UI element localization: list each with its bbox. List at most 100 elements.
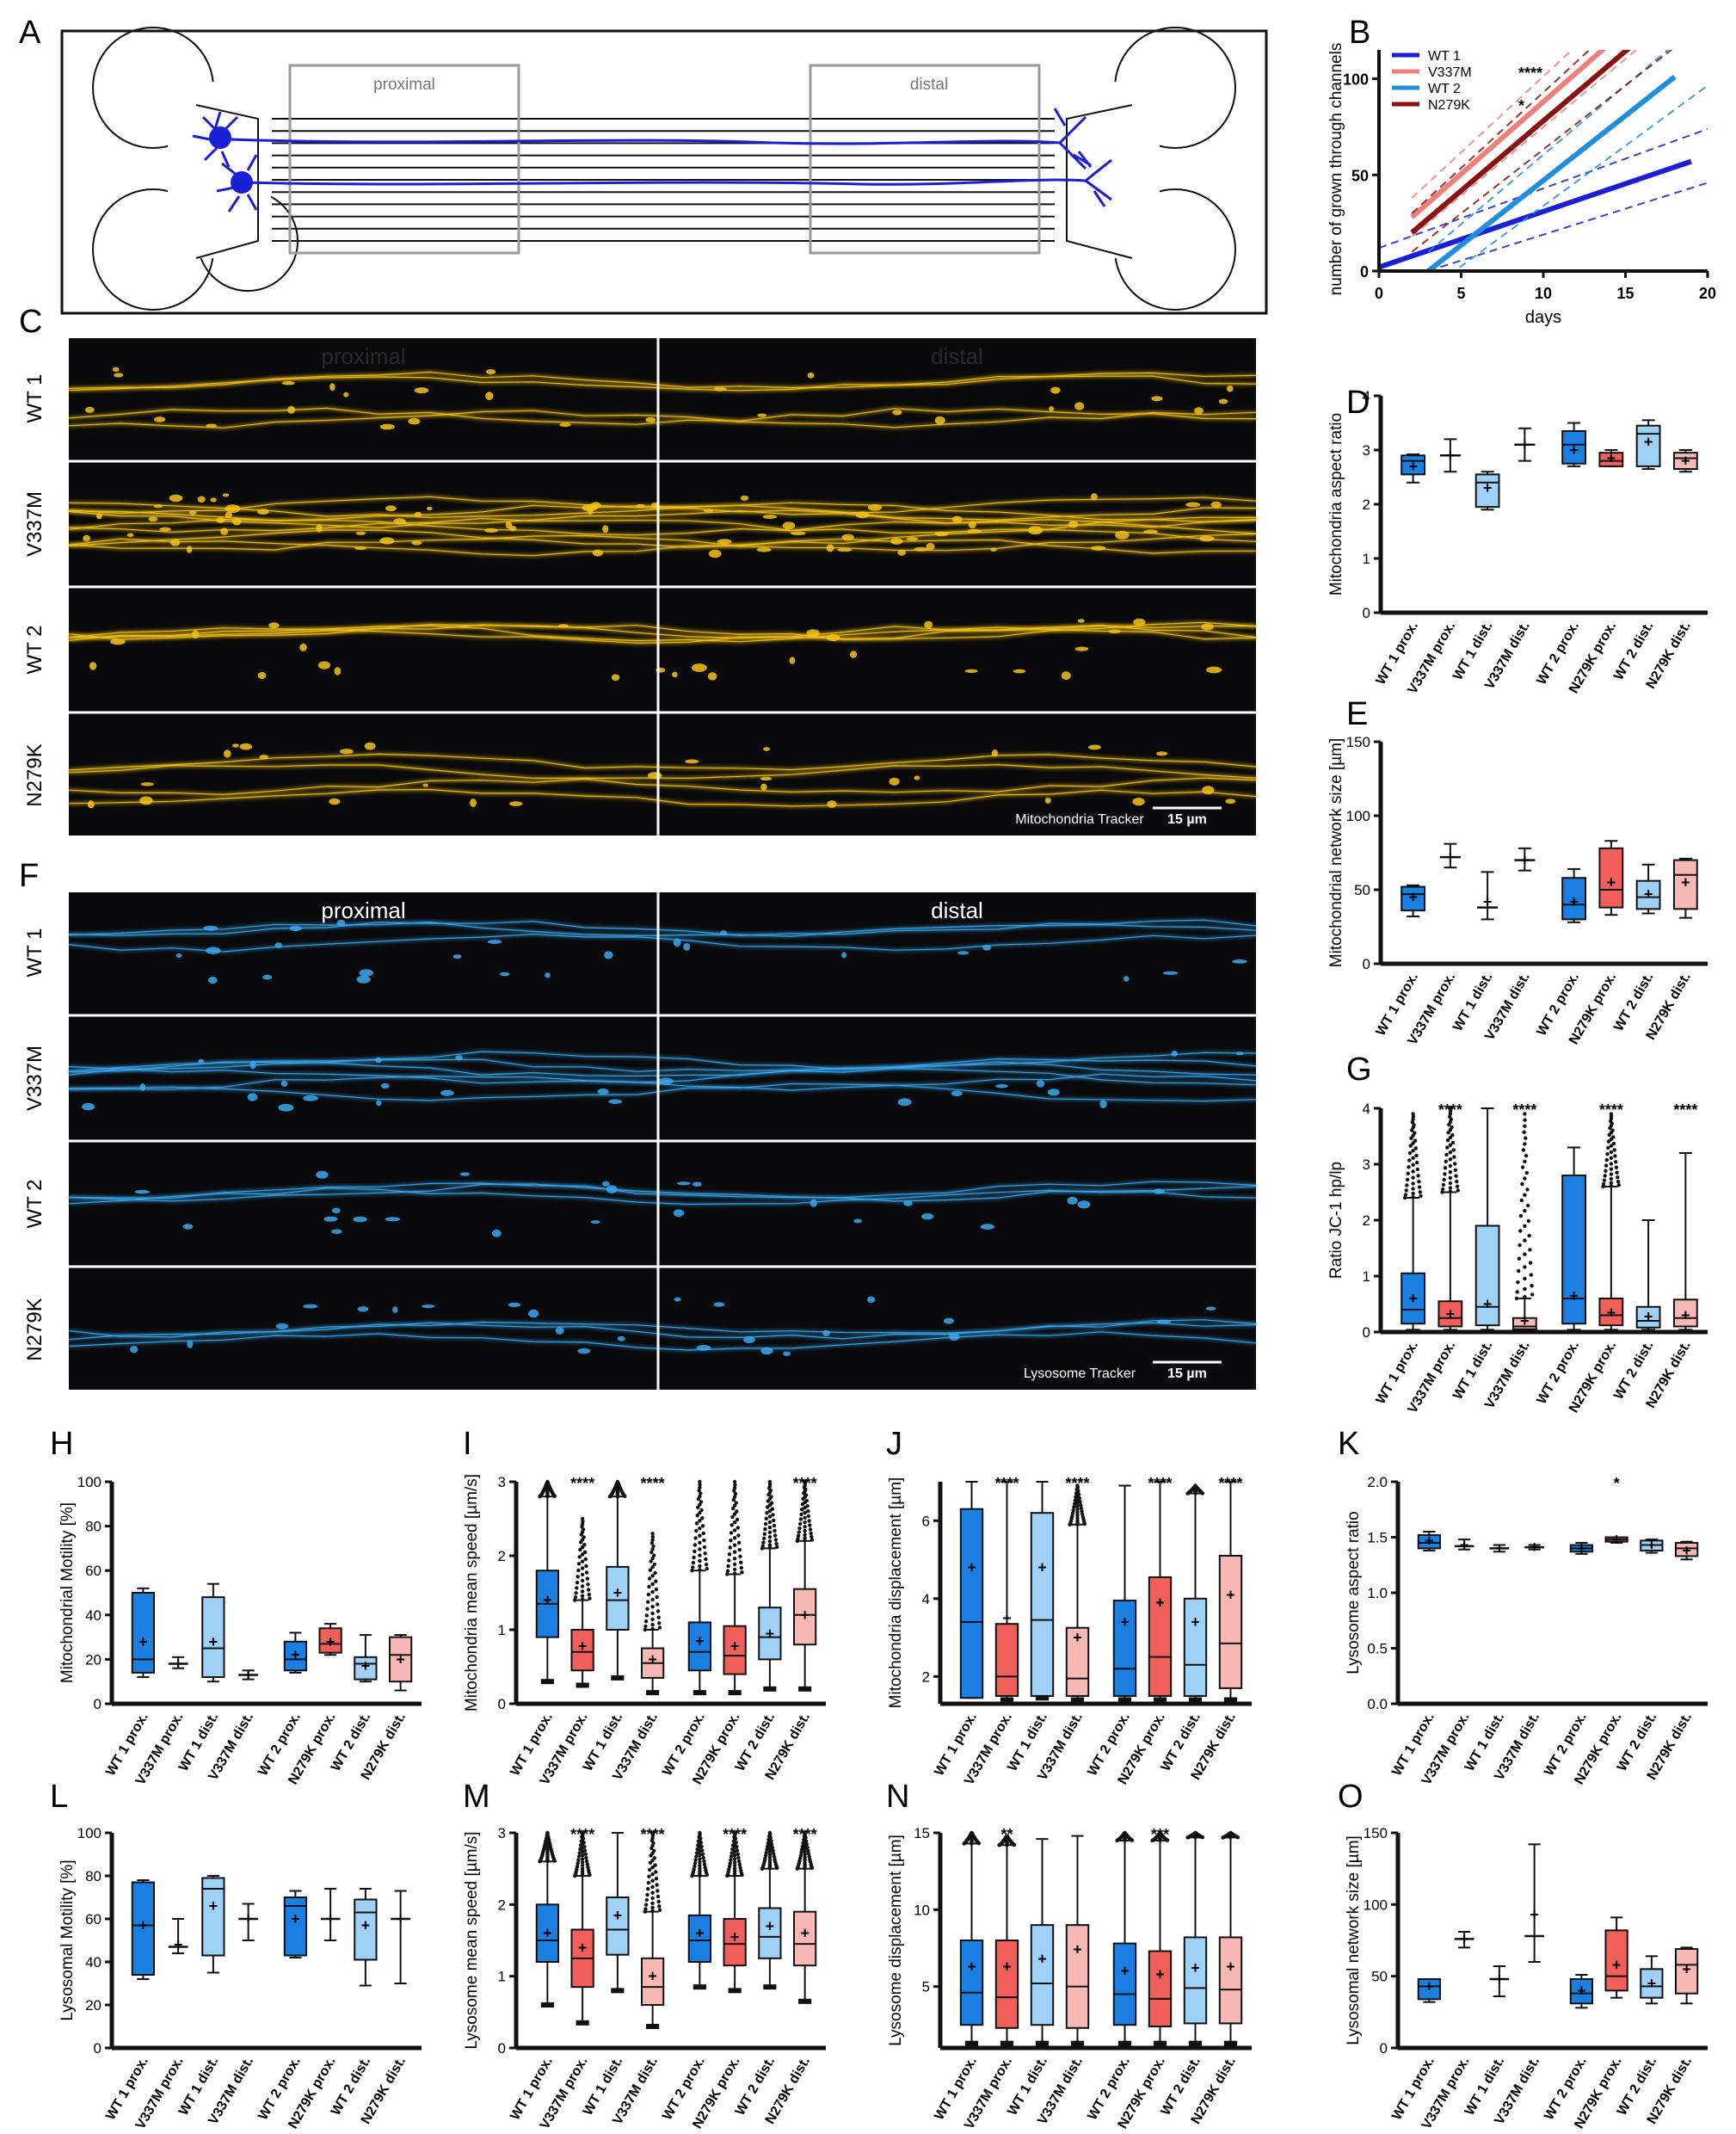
y-tick-label: 60 (85, 1911, 102, 1927)
outlier-point (1450, 1133, 1455, 1138)
outlier-point (691, 1565, 695, 1570)
mean-marker: + (326, 1633, 336, 1650)
organelle-punctum (329, 798, 341, 805)
organelle-punctum (810, 1199, 817, 1207)
organelle-punctum (1067, 1196, 1078, 1206)
y-tick-label: 3 (1363, 1156, 1370, 1173)
organelle-punctum (1077, 1200, 1091, 1209)
significance-label: **** (793, 1826, 817, 1843)
outlier-point (729, 1854, 734, 1859)
outlier-point (1523, 1224, 1527, 1229)
outlier-point (726, 1563, 730, 1569)
box-body (758, 1907, 782, 1959)
organelle-punctum (486, 369, 496, 375)
outlier-point (772, 1518, 776, 1523)
organelle-punctum (696, 1345, 711, 1351)
box-body (1474, 473, 1500, 509)
outlier-point (1405, 1177, 1410, 1182)
outlier-point (699, 1500, 704, 1504)
organelle-punctum (1091, 546, 1106, 551)
outlier-point (1408, 1144, 1413, 1148)
organelle-punctum (545, 972, 551, 978)
y-tick-label: 100 (1364, 1897, 1388, 1913)
box-body (1218, 1936, 1243, 2025)
scale-bar-label: 15 µm (1167, 1366, 1207, 1381)
mean-marker: + (1425, 1532, 1434, 1549)
organelle-punctum (1090, 493, 1098, 501)
outlier-point (763, 1526, 767, 1532)
outlier-point (764, 1516, 768, 1521)
mean-marker: + (1612, 1531, 1622, 1548)
box-body (1148, 1950, 1173, 2027)
y-tick-label: 20 (85, 1651, 102, 1668)
organelle-punctum (611, 674, 620, 682)
outlier-point (699, 1491, 703, 1496)
box-body (758, 1607, 782, 1661)
mean-marker: + (613, 1907, 623, 1924)
mean-marker: + (1446, 447, 1456, 464)
mean-marker: + (1647, 1537, 1657, 1554)
mean-marker: + (1520, 852, 1530, 869)
outlier-point (1524, 1153, 1529, 1158)
mean-marker: + (730, 1928, 740, 1946)
mean-marker: + (174, 1656, 183, 1673)
organelle-punctum (223, 749, 231, 758)
outlier-point (690, 1569, 694, 1573)
organelle-punctum (470, 799, 477, 807)
organelle-punctum (208, 977, 218, 984)
y-tick-label: 150 (1346, 734, 1370, 750)
outlier-point (656, 1602, 660, 1607)
outlier-point (652, 1562, 657, 1567)
organelle-punctum (262, 974, 273, 980)
box-body (283, 1897, 308, 1957)
panel-label-e: E (1346, 696, 1368, 732)
outlier-point (797, 1526, 802, 1531)
organelle-punctum (757, 413, 767, 417)
outlier-point (1075, 1515, 1080, 1520)
outlier-point (807, 1519, 811, 1523)
y-tick-label: 0 (1363, 605, 1370, 621)
outlier-point (1515, 1290, 1519, 1294)
organelle-punctum (826, 544, 834, 552)
outlier-point (740, 1570, 744, 1575)
outlier-point (764, 1850, 768, 1855)
organelle-punctum (392, 1306, 398, 1313)
significance-label: **** (1599, 1101, 1623, 1119)
outlier-point (799, 1512, 803, 1517)
organelle-punctum (232, 743, 239, 748)
outlier-point (798, 1521, 803, 1526)
outlier-point (698, 1533, 702, 1538)
fibre-strand-core (68, 1181, 1257, 1199)
significance-label: **** (641, 1826, 665, 1843)
organelle-punctum (559, 422, 571, 428)
outlier-point (1403, 1195, 1407, 1200)
box-v337m-dist-: +V337M dist. (1482, 427, 1536, 692)
organelle-punctum (762, 515, 777, 519)
box-body (687, 1621, 712, 1672)
significance-label: * (1614, 1475, 1620, 1492)
outlier-point (1075, 1507, 1080, 1512)
outlier-point (725, 1572, 729, 1576)
organelle-punctum (379, 423, 395, 430)
organelle-punctum (170, 539, 181, 546)
box-body (131, 1881, 156, 1976)
y-tick-label: 1 (498, 1622, 506, 1638)
row-label: WT 2 (23, 626, 46, 675)
outlier-point (693, 1858, 698, 1862)
box-body (1218, 1555, 1243, 1689)
legend-significance: * (1518, 97, 1524, 114)
organelle-punctum (635, 503, 646, 508)
organelle-punctum (169, 494, 183, 503)
organelle-punctum (924, 620, 933, 629)
outlier-point (732, 1830, 737, 1835)
mean-marker: + (800, 1607, 810, 1624)
box-wt-1-dist-: +WT 1 dist. (1462, 1965, 1510, 2118)
outlier-point (574, 1591, 578, 1595)
outlier-point (1613, 1154, 1617, 1158)
y-tick-label: 1 (1363, 1268, 1370, 1285)
box-body (1598, 1298, 1624, 1327)
outlier-point (582, 1844, 587, 1849)
organelle-punctum (1206, 666, 1222, 674)
mean-marker: + (648, 1968, 657, 1985)
outlier-point (774, 1541, 779, 1546)
